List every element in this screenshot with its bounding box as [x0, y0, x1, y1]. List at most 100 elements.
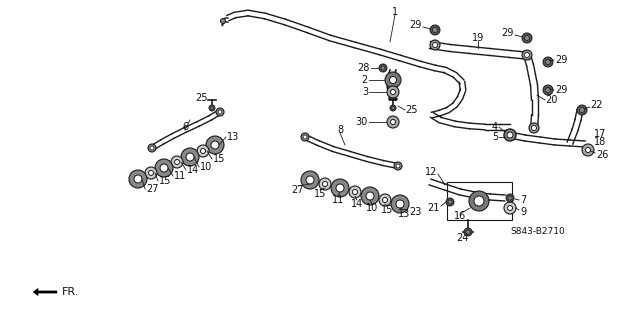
- Circle shape: [218, 110, 222, 114]
- Circle shape: [522, 50, 532, 60]
- Text: 20: 20: [545, 95, 557, 105]
- Text: 6: 6: [182, 122, 188, 132]
- Text: 19: 19: [472, 33, 484, 43]
- Text: 15: 15: [314, 189, 326, 199]
- Bar: [447, 182, 512, 220]
- Circle shape: [211, 107, 213, 109]
- Circle shape: [543, 85, 553, 95]
- Circle shape: [387, 86, 399, 98]
- Text: 7: 7: [520, 195, 527, 205]
- Text: 13: 13: [398, 209, 410, 219]
- Text: 2: 2: [362, 75, 368, 85]
- Circle shape: [352, 189, 357, 195]
- Circle shape: [361, 187, 379, 205]
- Circle shape: [383, 197, 387, 203]
- Text: 10: 10: [366, 203, 378, 213]
- Circle shape: [150, 146, 154, 150]
- Circle shape: [474, 196, 484, 206]
- Circle shape: [301, 133, 309, 141]
- Circle shape: [585, 148, 591, 153]
- Circle shape: [301, 171, 319, 189]
- Circle shape: [504, 202, 516, 214]
- Circle shape: [174, 159, 179, 164]
- Text: 30: 30: [356, 117, 368, 127]
- Circle shape: [446, 198, 454, 206]
- Circle shape: [211, 141, 219, 149]
- Circle shape: [525, 52, 530, 58]
- Circle shape: [155, 159, 173, 177]
- Text: 10: 10: [200, 162, 212, 172]
- Circle shape: [508, 196, 512, 200]
- Circle shape: [379, 194, 391, 206]
- Circle shape: [582, 144, 594, 156]
- Circle shape: [430, 40, 440, 50]
- Circle shape: [389, 76, 397, 84]
- Text: 29: 29: [555, 55, 567, 65]
- Circle shape: [391, 195, 409, 213]
- Circle shape: [200, 148, 206, 154]
- Circle shape: [197, 145, 209, 157]
- Circle shape: [148, 171, 153, 175]
- Text: 21: 21: [428, 203, 440, 213]
- Circle shape: [206, 136, 224, 154]
- Text: 27: 27: [146, 184, 158, 194]
- Circle shape: [303, 135, 307, 139]
- Text: 17: 17: [594, 129, 606, 139]
- Circle shape: [577, 105, 587, 115]
- Circle shape: [507, 205, 512, 211]
- Circle shape: [448, 200, 452, 204]
- Circle shape: [391, 119, 396, 124]
- Circle shape: [580, 108, 585, 113]
- Circle shape: [323, 181, 328, 187]
- Circle shape: [379, 64, 387, 72]
- Text: 4: 4: [492, 122, 498, 132]
- Circle shape: [433, 43, 438, 47]
- Text: 25: 25: [195, 93, 208, 103]
- Text: 18: 18: [594, 137, 606, 147]
- Text: 12: 12: [425, 167, 437, 177]
- Text: 14: 14: [351, 199, 363, 209]
- Text: 3: 3: [362, 87, 368, 97]
- Text: 11: 11: [332, 195, 344, 205]
- Circle shape: [349, 186, 361, 198]
- Text: 14: 14: [187, 165, 199, 175]
- Circle shape: [390, 105, 396, 111]
- Text: 29: 29: [502, 28, 514, 38]
- Text: 24: 24: [456, 233, 468, 243]
- Circle shape: [171, 156, 183, 168]
- Text: FR.: FR.: [62, 287, 79, 297]
- Circle shape: [546, 87, 551, 92]
- Text: 15: 15: [381, 205, 393, 215]
- Circle shape: [504, 129, 516, 141]
- Circle shape: [543, 57, 553, 67]
- Circle shape: [394, 162, 402, 170]
- Text: 27: 27: [292, 185, 304, 195]
- Circle shape: [306, 176, 314, 184]
- Text: 23: 23: [409, 207, 421, 217]
- Text: 8: 8: [337, 125, 343, 135]
- Text: 11: 11: [174, 171, 186, 181]
- Circle shape: [469, 191, 489, 211]
- Text: 15: 15: [213, 154, 226, 164]
- Circle shape: [385, 72, 401, 88]
- Circle shape: [186, 153, 194, 161]
- Circle shape: [181, 148, 199, 166]
- Circle shape: [464, 228, 472, 236]
- Text: 15: 15: [159, 176, 171, 186]
- Circle shape: [391, 107, 394, 109]
- Circle shape: [433, 28, 438, 33]
- Text: S843-B2710: S843-B2710: [510, 228, 565, 236]
- Circle shape: [529, 123, 539, 133]
- Text: 25: 25: [405, 105, 418, 115]
- Circle shape: [522, 33, 532, 43]
- Circle shape: [387, 116, 399, 128]
- Circle shape: [381, 66, 385, 70]
- Circle shape: [506, 194, 514, 202]
- Text: 16: 16: [454, 211, 466, 221]
- Circle shape: [525, 36, 530, 41]
- Circle shape: [366, 192, 374, 200]
- Circle shape: [430, 25, 440, 35]
- Text: 13: 13: [227, 132, 239, 142]
- Circle shape: [531, 125, 536, 131]
- Text: 5: 5: [492, 132, 498, 142]
